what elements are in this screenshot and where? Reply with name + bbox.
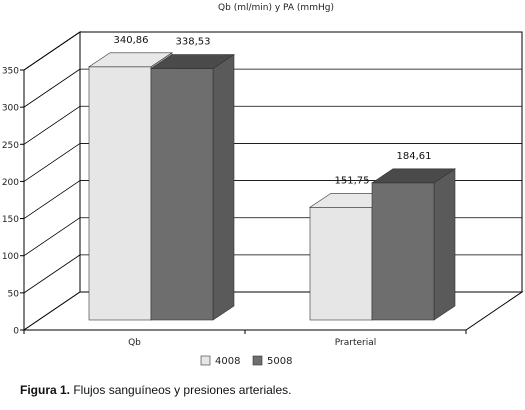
y-tick-label: 50 [8,289,20,299]
side-wall [23,31,81,331]
y-tick-label: 150 [2,215,19,225]
y-tick-label: 200 [2,178,19,188]
bar [371,182,435,321]
gridline-side [23,254,81,294]
gridline-side [23,143,81,182]
y-tick-label: 350 [2,67,19,77]
gridline-side [23,217,81,257]
gridline-side [23,180,81,219]
data-label: 338,53 [176,37,211,48]
bar-top [371,168,456,184]
labels-layer: 340,86 338,53 Qb 151,75 184,61 Prarterial [114,35,432,348]
y-tick-label: 300 [2,104,19,114]
caption-label: Figura 1. [20,383,71,397]
chart-title: Qb (ml/min) y PA (mmHg) [218,3,334,13]
bar-top [88,52,173,68]
legend-swatch [200,355,211,366]
bar [88,66,152,321]
category-label: Prarterial [335,338,376,348]
bar [150,68,214,321]
chart: Qb (ml/min) y PA (mmHg) 0 50 100 150 200 250 3… [2,3,524,367]
gridline-side [23,68,81,108]
bars-layer [88,52,456,321]
data-label: 151,75 [335,175,370,186]
bar-side [433,168,456,321]
gridline-side [23,31,81,71]
bar-side [212,53,235,321]
chart-svg: Qb (ml/min) y PA (mmHg) 0 50 100 150 200 250 3… [2,3,524,367]
figure-caption: Figura 1. Flujos sanguíneos y presiones … [20,383,291,397]
gridline-side [23,105,81,145]
bar-top [150,54,235,69]
legend-label: 5008 [267,356,292,367]
data-label: 340,86 [114,35,149,46]
data-label: 184,61 [397,151,432,162]
legend-label: 4008 [215,356,240,367]
y-tick-label: 250 [2,141,19,151]
y-tick-label: 0 [13,327,19,337]
y-tick-label: 100 [2,252,19,262]
legend: 4008 5008 [200,355,292,367]
bar [309,206,373,321]
caption-text: Flujos sanguíneos y presiones arteriales… [70,383,292,397]
category-label: Qb [128,338,141,348]
legend-swatch [252,355,263,366]
